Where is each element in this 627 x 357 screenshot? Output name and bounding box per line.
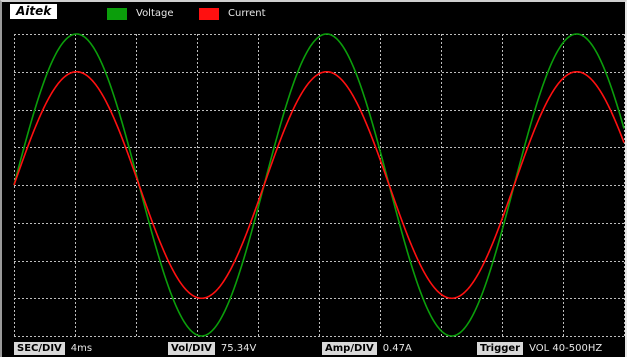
brand-logo: Aitek — [10, 4, 58, 19]
sec-div-readout: SEC/DIV 4ms — [14, 341, 92, 355]
legend-voltage: Voltage — [107, 7, 174, 21]
vol-div-readout: Vol/DIV 75.34V — [168, 341, 256, 355]
voltage-swatch — [107, 8, 127, 20]
amp-div-readout: Amp/DIV 0.47A — [322, 341, 412, 355]
legend-current-label: Current — [228, 8, 266, 19]
voltage-trace — [13, 33, 625, 337]
vol-div-value: 75.34V — [220, 342, 257, 354]
current-trace — [13, 70, 625, 300]
legend-current: Current — [199, 7, 266, 21]
vol-div-label: Vol/DIV — [168, 341, 215, 355]
trigger-label: Trigger — [477, 341, 524, 355]
amp-div-value: 0.47A — [382, 342, 412, 354]
grid — [14, 34, 625, 337]
sec-div-label: SEC/DIV — [14, 341, 65, 355]
traces — [13, 33, 625, 337]
sec-div-value: 4ms — [70, 342, 93, 354]
legend-voltage-label: Voltage — [136, 8, 174, 19]
trigger-value: VOL 40-500HZ — [529, 342, 603, 354]
trigger-readout: Trigger VOL 40-500HZ — [477, 341, 602, 355]
current-swatch — [199, 8, 219, 20]
amp-div-label: Amp/DIV — [322, 341, 377, 355]
